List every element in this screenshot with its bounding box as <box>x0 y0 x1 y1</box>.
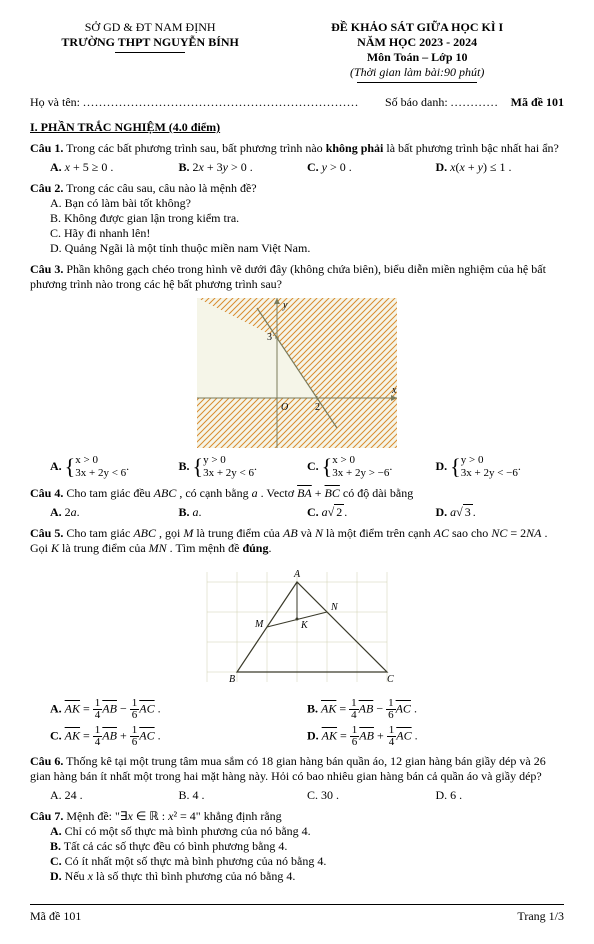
name-row: Họ và tên: .............................… <box>30 95 564 110</box>
svg-text:A: A <box>293 569 301 580</box>
q2-options: A. Bạn có làm bài tốt không? B. Không đư… <box>30 196 564 256</box>
q4-options: A. 2a. B. a. C. a√2. D. a√3. <box>30 505 564 520</box>
q6-opt-b: B. 4 . <box>179 788 308 803</box>
svg-text:C: C <box>387 674 394 685</box>
q6-options: A. 24 . B. 4 . C. 30 . D. 6 . <box>30 788 564 803</box>
q6-opt-d: D. 6 . <box>436 788 565 803</box>
q5-options-row2: C. AK = 14AB + 16AC . D. AK = 16AB + 14A… <box>30 725 564 748</box>
ytick-3: 3 <box>267 332 272 343</box>
question-1: Câu 1. Trong các bất phương trình sau, b… <box>30 141 564 156</box>
footer-code: Mã đề 101 <box>30 909 81 924</box>
name-field: Họ và tên: .............................… <box>30 95 359 110</box>
q1-options: A. x + 5 ≥ 0 . B. 2x + 3y > 0 . C. y > 0… <box>30 160 564 175</box>
q4-opt-c: C. a√2. <box>307 505 436 520</box>
q5-opt-c: C. AK = 14AB + 16AC . <box>50 725 307 748</box>
subject-text: Môn Toán – Lớp 10 <box>270 50 564 65</box>
school-text: TRƯỜNG THPT NGUYỄN BÍNH <box>30 35 270 50</box>
q2-opt-d: D. Quảng Ngãi là một tỉnh thuộc miền nam… <box>50 241 564 256</box>
q5-opt-a: A. AK = 14AB − 16AC . <box>50 698 307 721</box>
q3-opt-c: C. {x > 03x + 2y > −6. <box>307 454 436 480</box>
q5-options-row1: A. AK = 14AB − 16AC . B. AK = 14AB − 16A… <box>30 698 564 721</box>
id-label: Số báo danh: <box>385 95 448 109</box>
svg-text:B: B <box>229 674 235 685</box>
header-right: ĐỀ KHẢO SÁT GIỮA HỌC KÌ I NĂM HỌC 2023 -… <box>270 20 564 85</box>
name-label: Họ và tên: <box>30 95 80 109</box>
svg-text:y: y <box>282 300 288 311</box>
q4-opt-d: D. a√3. <box>436 505 565 520</box>
footer: Mã đề 101 Trang 1/3 <box>30 904 564 924</box>
q7-opt-c: C. Có ít nhất một số thực mà bình phương… <box>50 854 564 869</box>
header-left: SỞ GD & ĐT NAM ĐỊNH TRƯỜNG THPT NGUYỄN B… <box>30 20 270 85</box>
id-dots: ............ <box>451 95 499 109</box>
q6-opt-a: A. 24 . <box>50 788 179 803</box>
q7-options: A. Chỉ có một số thực mà bình phương của… <box>30 824 564 884</box>
q6-text: Thống kê tại một trung tâm mua sắm có 18… <box>30 754 546 783</box>
q1-opt-b: B. 2x + 3y > 0 . <box>179 160 308 175</box>
q4-opt-b: B. a. <box>179 505 308 520</box>
xtick-2: 2 <box>315 402 320 413</box>
q6-opt-c: C. 30 . <box>307 788 436 803</box>
q3-figure: 2 3 O x y <box>197 298 397 448</box>
section-1-title: I. PHẦN TRẮC NGHIỆM (4.0 điểm) <box>30 120 564 135</box>
q1-opt-a: A. x + 5 ≥ 0 . <box>50 160 179 175</box>
question-5: Câu 5. Cho tam giác ABC , gọi M là trung… <box>30 526 564 556</box>
header-underline-right <box>357 82 477 83</box>
year-text: NĂM HỌC 2023 - 2024 <box>270 35 564 50</box>
q5-figure: A B C M N K <box>187 562 407 692</box>
exam-title: ĐỀ KHẢO SÁT GIỮA HỌC KÌ I <box>270 20 564 35</box>
q3-options: A. {x > 03x + 2y < 6. B. {y > 03x + 2y <… <box>30 454 564 480</box>
name-dots: ........................................… <box>83 95 359 109</box>
q5-opt-b: B. AK = 14AB − 16AC . <box>307 698 564 721</box>
dept-text: SỞ GD & ĐT NAM ĐỊNH <box>30 20 270 35</box>
q1-opt-c: C. y > 0 . <box>307 160 436 175</box>
svg-text:M: M <box>254 619 264 630</box>
q5-opt-d: D. AK = 16AB + 14AC . <box>307 725 564 748</box>
question-2: Câu 2. Trong các câu sau, câu nào là mện… <box>30 181 564 196</box>
q7-opt-a: A. Chỉ có một số thực mà bình phương của… <box>50 824 564 839</box>
q2-opt-c: C. Hãy đi nhanh lên! <box>50 226 564 241</box>
question-6: Câu 6. Thống kê tại một trung tâm mua sắ… <box>30 754 564 784</box>
header-underline-left <box>115 52 185 53</box>
q3-opt-b: B. {y > 03x + 2y < 6. <box>179 454 308 480</box>
q2-opt-a: A. Bạn có làm bài tốt không? <box>50 196 564 211</box>
q4-opt-a: A. 2a. <box>50 505 179 520</box>
question-3: Câu 3. Câu 3. Phần không gạch chéo trong… <box>30 262 564 292</box>
q3-opt-d: D. {y > 03x + 2y < −6. <box>436 454 565 480</box>
footer-page: Trang 1/3 <box>517 909 564 924</box>
svg-text:x: x <box>391 385 397 396</box>
svg-text:K: K <box>300 620 309 631</box>
time-text: (Thời gian làm bài:90 phút) <box>270 65 564 80</box>
question-7: Câu 7. Mệnh đề: "∃x ∈ ℝ : x² = 4" khẳng … <box>30 809 564 824</box>
svg-text:O: O <box>281 402 288 413</box>
q7-opt-d: D. Nếu x là số thực thì bình phương của … <box>50 869 564 884</box>
header: SỞ GD & ĐT NAM ĐỊNH TRƯỜNG THPT NGUYỄN B… <box>30 20 564 85</box>
q3-opt-a: A. {x > 03x + 2y < 6. <box>50 454 179 480</box>
q1-opt-d: D. x(x + y) ≤ 1 . <box>436 160 565 175</box>
id-code-field: Số báo danh: ............ Mã đề 101 <box>385 95 564 110</box>
q2-opt-b: B. Không được gian lận trong kiểm tra. <box>50 211 564 226</box>
svg-text:N: N <box>330 602 339 613</box>
question-4: Câu 4. Cho tam giác đều ABC , có cạnh bằ… <box>30 486 564 501</box>
exam-code: Mã đề 101 <box>511 95 564 109</box>
